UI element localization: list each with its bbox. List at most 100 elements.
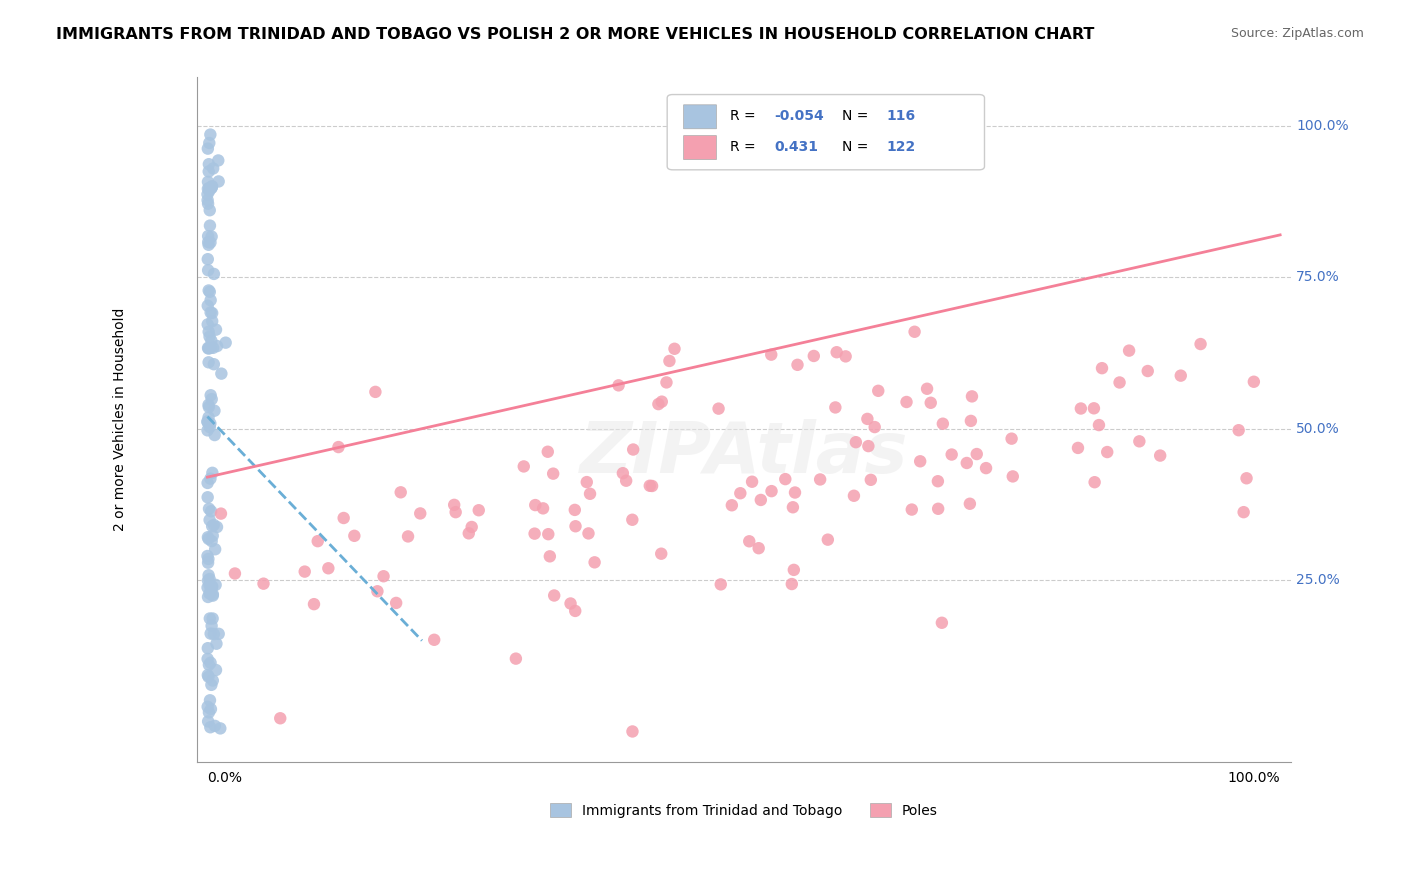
Point — [651, 394, 673, 409]
Point — [1001, 469, 1024, 483]
Point — [896, 395, 918, 409]
Point — [318, 561, 340, 575]
Point — [200, 702, 222, 716]
Point — [201, 519, 224, 533]
Point — [523, 526, 546, 541]
Point — [201, 611, 224, 625]
Point — [621, 724, 644, 739]
Point — [200, 720, 222, 734]
Point — [858, 439, 880, 453]
Point — [197, 299, 219, 313]
Point — [1236, 471, 1258, 485]
Point — [364, 384, 387, 399]
Point — [201, 179, 224, 194]
Point — [197, 187, 219, 202]
Point — [915, 382, 938, 396]
Point — [537, 527, 560, 541]
Point — [817, 533, 839, 547]
Point — [202, 357, 225, 371]
Point — [783, 563, 806, 577]
Text: 100.0%: 100.0% — [1227, 771, 1279, 785]
Point — [541, 467, 564, 481]
Text: 75.0%: 75.0% — [1296, 270, 1340, 285]
Point — [966, 447, 988, 461]
Point — [204, 428, 226, 442]
Point — [741, 475, 763, 489]
Point — [1070, 401, 1092, 416]
Text: -0.054: -0.054 — [775, 110, 824, 123]
Point — [1108, 376, 1130, 390]
Point — [202, 267, 225, 281]
Point — [638, 479, 661, 493]
Point — [607, 378, 630, 392]
Point — [721, 498, 744, 512]
Point — [513, 459, 536, 474]
Point — [396, 529, 419, 543]
Point — [200, 472, 222, 486]
Point — [197, 568, 219, 582]
Point — [730, 486, 752, 500]
Point — [197, 142, 219, 156]
Point — [197, 193, 219, 207]
Point — [524, 498, 547, 512]
Point — [197, 414, 219, 428]
Point — [198, 203, 221, 218]
Point — [808, 473, 831, 487]
Point — [538, 549, 561, 564]
Point — [859, 473, 882, 487]
Point — [207, 153, 229, 168]
Point — [209, 722, 232, 736]
Point — [200, 504, 222, 518]
Point — [202, 161, 225, 176]
Point — [197, 552, 219, 566]
Point — [612, 466, 634, 480]
Point — [201, 306, 224, 320]
Point — [201, 581, 224, 595]
Point — [208, 174, 231, 188]
Point — [204, 542, 226, 557]
Point — [748, 541, 770, 556]
Point — [197, 237, 219, 252]
Point — [583, 555, 606, 569]
Point — [868, 384, 890, 398]
Point — [205, 663, 228, 677]
Point — [201, 534, 224, 549]
Point — [200, 586, 222, 600]
Point — [201, 392, 224, 406]
Point — [200, 293, 222, 308]
Point — [198, 501, 221, 516]
Point — [200, 678, 222, 692]
Point — [761, 348, 783, 362]
Point — [198, 611, 221, 625]
Text: 100.0%: 100.0% — [1296, 119, 1348, 133]
Point — [903, 325, 925, 339]
Point — [269, 711, 291, 725]
Point — [198, 157, 221, 171]
Point — [564, 519, 586, 533]
Point — [197, 670, 219, 684]
Point — [707, 401, 730, 416]
Point — [1189, 337, 1212, 351]
Point — [252, 576, 274, 591]
Point — [1136, 364, 1159, 378]
Point — [543, 589, 565, 603]
Point — [1118, 343, 1140, 358]
Point — [197, 699, 219, 714]
Point — [927, 501, 949, 516]
Point — [960, 389, 983, 403]
Point — [579, 487, 602, 501]
Point — [786, 358, 808, 372]
Point — [197, 532, 219, 546]
Point — [664, 342, 686, 356]
Point — [201, 589, 224, 603]
Text: 2 or more Vehicles in Household: 2 or more Vehicles in Household — [112, 308, 127, 532]
Point — [655, 376, 678, 390]
Point — [198, 219, 221, 233]
Point — [200, 128, 222, 142]
Text: R =: R = — [730, 110, 759, 123]
Point — [200, 334, 222, 348]
Point — [863, 420, 886, 434]
Point — [443, 498, 465, 512]
Text: 0.431: 0.431 — [775, 140, 818, 154]
Point — [205, 323, 228, 337]
